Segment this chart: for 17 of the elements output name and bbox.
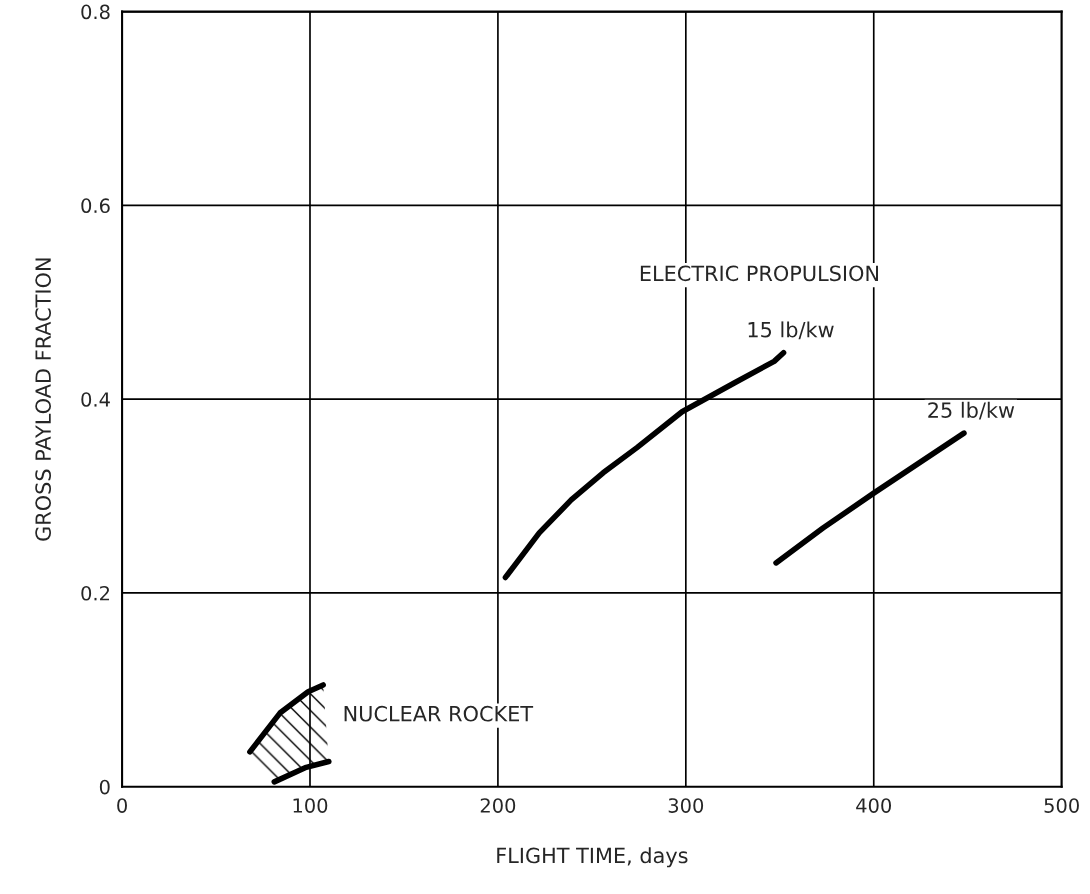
x-tick-label: 0 [117, 798, 127, 813]
series-label: 15 lb/kw [748, 321, 834, 340]
series-label: NUCLEAR ROCKET [344, 705, 534, 722]
series-label: 25 lb/kw [928, 401, 1015, 420]
x-tick-label: 500 [1044, 798, 1079, 813]
y-tick-label: 0.8 [81, 4, 110, 20]
x-tick-label: 300 [668, 798, 704, 813]
annotation: ELECTRIC PROPULSION [640, 265, 878, 282]
y-tick-label: 0.2 [81, 585, 110, 601]
y-tick-label: 0 [99, 779, 110, 795]
y-tick-label: 0.4 [81, 392, 110, 407]
y-tick-label: 0.6 [81, 198, 110, 214]
y-axis-title: GROSS PAYLOAD FRACTION [35, 258, 52, 541]
x-tick-label: 100 [293, 798, 328, 813]
x-tick-label: 200 [480, 798, 516, 813]
x-tick-label: 400 [856, 798, 892, 813]
x-axis-title: FLIGHT TIME, days [497, 847, 688, 868]
